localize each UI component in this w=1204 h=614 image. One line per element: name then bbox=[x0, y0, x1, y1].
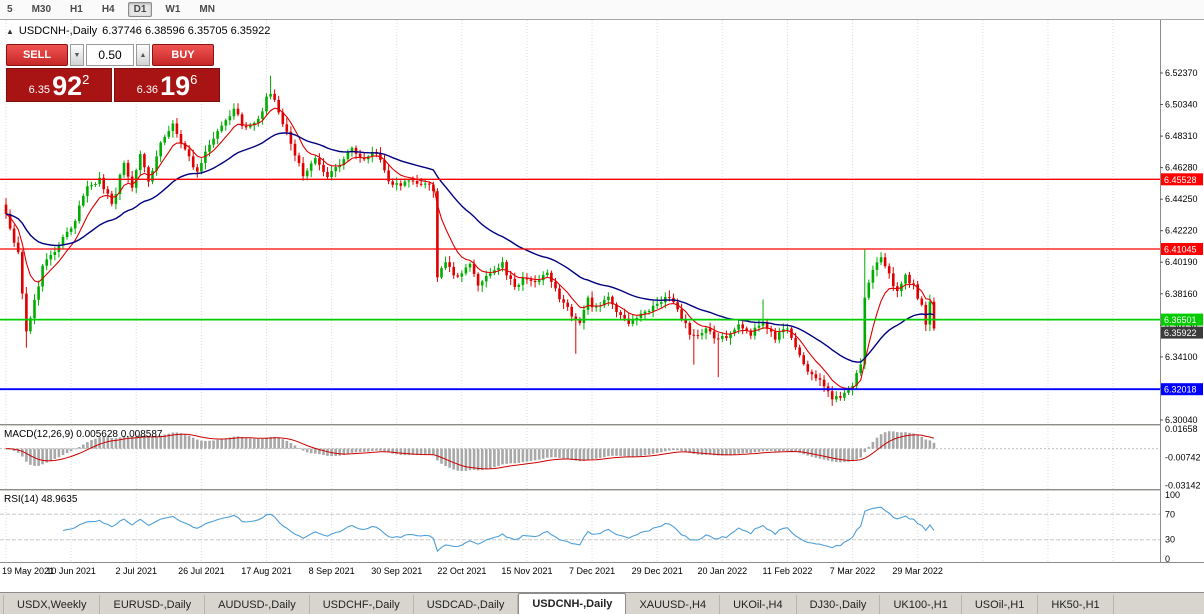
svg-text:6.32018: 6.32018 bbox=[1164, 385, 1197, 395]
date-axis-label: 30 Sep 2021 bbox=[371, 566, 422, 576]
macd-panel bbox=[0, 431, 1160, 472]
panel-divider bbox=[0, 489, 1204, 492]
sell-price-pips: 92 bbox=[52, 71, 83, 101]
date-axis-label: 17 Aug 2021 bbox=[241, 566, 292, 576]
macd-indicator-label: MACD(12,26,9) 0.005628 0.008587 bbox=[4, 429, 163, 440]
timeframe-toolbar: 5 M30 H1 H4 D1 W1 MN bbox=[0, 0, 1204, 20]
timeframe-button-mn[interactable]: MN bbox=[199, 4, 215, 15]
chart-tab-usdcad-daily[interactable]: USDCAD-,Daily bbox=[414, 595, 519, 614]
rsi-panel bbox=[0, 506, 1160, 553]
rsi-axis-label: 30 bbox=[1165, 535, 1175, 545]
svg-text:6.36501: 6.36501 bbox=[1164, 315, 1197, 325]
date-axis-label: 26 Jul 2021 bbox=[178, 566, 225, 576]
price-tag-6.41045: 6.41045 bbox=[1161, 243, 1203, 255]
timeframe-button-w1[interactable]: W1 bbox=[165, 4, 181, 15]
timeframe-button-h4[interactable]: H4 bbox=[101, 4, 115, 15]
volume-decrease-button[interactable]: ▼ bbox=[70, 44, 84, 66]
sell-button[interactable]: SELL bbox=[6, 44, 68, 66]
chart-tab-audusd-daily[interactable]: AUDUSD-,Daily bbox=[205, 595, 310, 614]
date-axis-label: 11 Feb 2022 bbox=[763, 566, 813, 576]
timeframe-button-h1[interactable]: H1 bbox=[70, 4, 83, 15]
chart-tab-xauusd-h4[interactable]: XAUUSD-,H4 bbox=[626, 595, 721, 614]
price-axis-label: 6.34100 bbox=[1165, 352, 1198, 362]
trade-controls-row: SELL ▼ ▲ BUY bbox=[6, 44, 220, 66]
chart-tab-hk50-h1[interactable]: HK50-,H1 bbox=[1038, 595, 1114, 614]
macd-axis-label: -0.03142 bbox=[1165, 480, 1201, 490]
chart-tab-usdcnh-daily[interactable]: USDCNH-,Daily bbox=[518, 593, 627, 614]
chart-tab-usoil-h1[interactable]: USOil-,H1 bbox=[962, 595, 1039, 614]
price-tag-6.45528: 6.45528 bbox=[1161, 173, 1203, 186]
volume-input[interactable] bbox=[86, 44, 134, 66]
chart-tab-eurusd-daily[interactable]: EURUSD-,Daily bbox=[100, 595, 206, 614]
date-axis-label: 7 Mar 2022 bbox=[830, 566, 876, 576]
ma-fast-line bbox=[5, 107, 935, 390]
price-axis-label: 6.52370 bbox=[1165, 68, 1198, 78]
buy-price-prefix: 6.36 bbox=[136, 84, 159, 96]
chart-tabs-bar: USDX,Weekly EURUSD-,Daily AUDUSD-,Daily USD… bbox=[0, 592, 1204, 614]
price-axis-label: 6.44250 bbox=[1165, 194, 1198, 204]
buy-price-display[interactable]: 6.36 19 6 bbox=[114, 68, 220, 102]
timeframe-button-d1[interactable]: D1 bbox=[127, 2, 153, 17]
chart-tab-uk100-h1[interactable]: UK100-,H1 bbox=[880, 595, 962, 614]
svg-text:6.41045: 6.41045 bbox=[1164, 245, 1197, 255]
candlesticks-layer bbox=[4, 75, 936, 406]
macd-axis-label: -0.00742 bbox=[1165, 452, 1201, 462]
price-axis: 6.52370 6.50340 6.48310 6.46280 6.44250 6.422… bbox=[1160, 20, 1204, 592]
sell-price-prefix: 6.35 bbox=[28, 84, 51, 96]
chart-tab-usdx-weekly[interactable]: USDX,Weekly bbox=[3, 595, 101, 614]
sell-price-point: 2 bbox=[82, 72, 90, 87]
price-axis-label: 6.42220 bbox=[1165, 226, 1198, 236]
date-axis-label: 7 Dec 2021 bbox=[569, 566, 615, 576]
svg-text:6.35922: 6.35922 bbox=[1164, 328, 1197, 338]
date-axis-label: 15 Nov 2021 bbox=[501, 566, 552, 576]
chart-tab-ukoil-h4[interactable]: UKOil-,H4 bbox=[720, 595, 797, 614]
price-tag-6.36501: 6.36501 bbox=[1161, 313, 1203, 326]
chart-ohlc-values: 6.37746 6.38596 6.35705 6.35922 bbox=[102, 25, 271, 37]
trade-prices-row: 6.35 92 2 6.36 19 6 bbox=[6, 68, 220, 102]
price-axis-label: 6.50340 bbox=[1165, 100, 1198, 110]
rsi-indicator-label: RSI(14) 48.9635 bbox=[4, 494, 78, 505]
date-axis-label: 29 Mar 2022 bbox=[892, 566, 943, 576]
panel-divider bbox=[0, 424, 1204, 427]
macd-axis-label: 0.01658 bbox=[1165, 424, 1198, 434]
date-axis-label: 20 Jan 2022 bbox=[698, 566, 748, 576]
volume-increase-button[interactable]: ▲ bbox=[136, 44, 150, 66]
price-axis-label: 6.38160 bbox=[1165, 289, 1198, 299]
collapse-panel-icon[interactable]: ▲ bbox=[6, 26, 14, 36]
date-axis-label: 8 Sep 2021 bbox=[309, 566, 355, 576]
price-axis-label: 6.46280 bbox=[1165, 163, 1198, 173]
date-axis-label: 29 Dec 2021 bbox=[632, 566, 683, 576]
buy-price-pips: 19 bbox=[160, 71, 191, 101]
date-axis-label: 10 Jun 2021 bbox=[46, 566, 96, 576]
timeframe-button-5[interactable]: 5 bbox=[7, 4, 13, 15]
rsi-axis-label: 70 bbox=[1165, 509, 1175, 519]
chart-tab-usdchf-daily[interactable]: USDCHF-,Daily bbox=[310, 595, 414, 614]
price-chart-svg[interactable]: 6.52370 6.50340 6.48310 6.46280 6.44250 6.422… bbox=[0, 20, 1204, 592]
sell-price-display[interactable]: 6.35 92 2 bbox=[6, 68, 112, 102]
chart-tab-dj30-daily[interactable]: DJ30-,Daily bbox=[797, 595, 881, 614]
buy-button[interactable]: BUY bbox=[152, 44, 214, 66]
price-tag-6.32018: 6.32018 bbox=[1161, 383, 1203, 396]
one-click-trading-panel: SELL ▼ ▲ BUY 6.35 92 2 6.36 19 6 bbox=[6, 44, 220, 102]
rsi-axis-label: 100 bbox=[1165, 490, 1180, 500]
chart-symbol-period: USDCNH-,Daily bbox=[18, 25, 98, 37]
date-axis-label: 19 May 2021 bbox=[2, 566, 54, 576]
chart-background bbox=[0, 20, 1204, 592]
price-axis-label: 6.40190 bbox=[1165, 257, 1198, 267]
rsi-axis-label: 0 bbox=[1165, 554, 1170, 564]
price-axis-label: 6.30040 bbox=[1165, 415, 1198, 425]
date-axis-label: 2 Jul 2021 bbox=[115, 566, 157, 576]
buy-price-point: 6 bbox=[190, 72, 198, 87]
date-axis-label: 22 Oct 2021 bbox=[437, 566, 486, 576]
current-price-tag: 6.35922 bbox=[1161, 326, 1203, 339]
timeframe-button-m30[interactable]: M30 bbox=[31, 4, 52, 15]
chart-title: ▲ USDCNH-,Daily 6.37746 6.38596 6.35705 … bbox=[6, 25, 270, 37]
svg-text:6.45528: 6.45528 bbox=[1164, 175, 1197, 185]
ma-slow-line bbox=[5, 132, 935, 363]
price-axis-label: 6.48310 bbox=[1165, 131, 1198, 141]
